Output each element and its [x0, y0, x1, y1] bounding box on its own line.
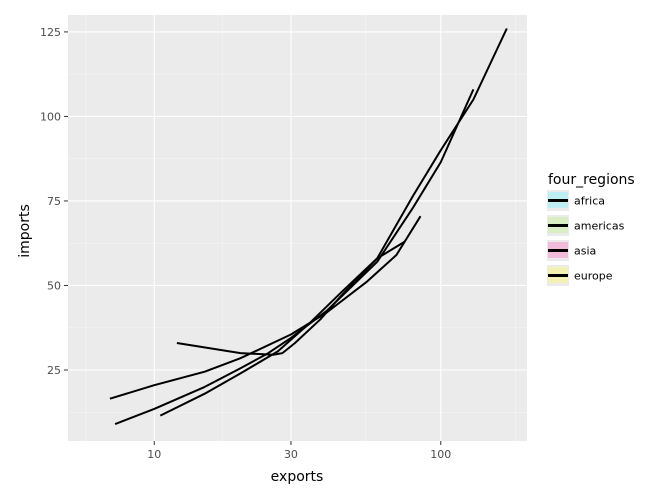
x-tick-label: 100	[430, 448, 451, 461]
legend-entry-asia: asia	[547, 240, 596, 261]
panel-background	[68, 15, 527, 441]
legend-title: four_regions	[548, 172, 635, 188]
series-line-1	[109, 215, 422, 400]
series-line-4	[159, 28, 508, 417]
legend-label: europe	[574, 270, 613, 283]
y-tick-label: 125	[40, 26, 61, 39]
x-axis-title: exports	[271, 469, 324, 485]
y-tick-label: 25	[47, 364, 61, 377]
legend-label: asia	[574, 245, 596, 258]
legend-label: americas	[574, 220, 625, 233]
x-tick-label: 10	[147, 448, 161, 461]
y-axis-ticks: 25 50 75 100 125	[40, 26, 68, 377]
legend-entry-americas: americas	[547, 215, 625, 236]
legend-label: africa	[574, 195, 605, 208]
series-lines	[109, 28, 508, 426]
y-tick-label: 100	[40, 110, 61, 123]
legend-entry-europe: europe	[547, 265, 613, 286]
x-axis-ticks: 10 30 100	[147, 441, 451, 461]
y-axis-title: imports	[17, 204, 33, 258]
legend-entry-africa: africa	[547, 190, 605, 211]
grid-major	[68, 15, 527, 441]
legend: four_regions africa americas asia europe	[547, 172, 635, 286]
y-tick-label: 75	[47, 195, 61, 208]
y-tick-label: 50	[47, 279, 61, 292]
series-line-2	[114, 88, 475, 426]
x-tick-label: 30	[284, 448, 298, 461]
legend-keys: africa americas asia europe	[547, 190, 625, 286]
